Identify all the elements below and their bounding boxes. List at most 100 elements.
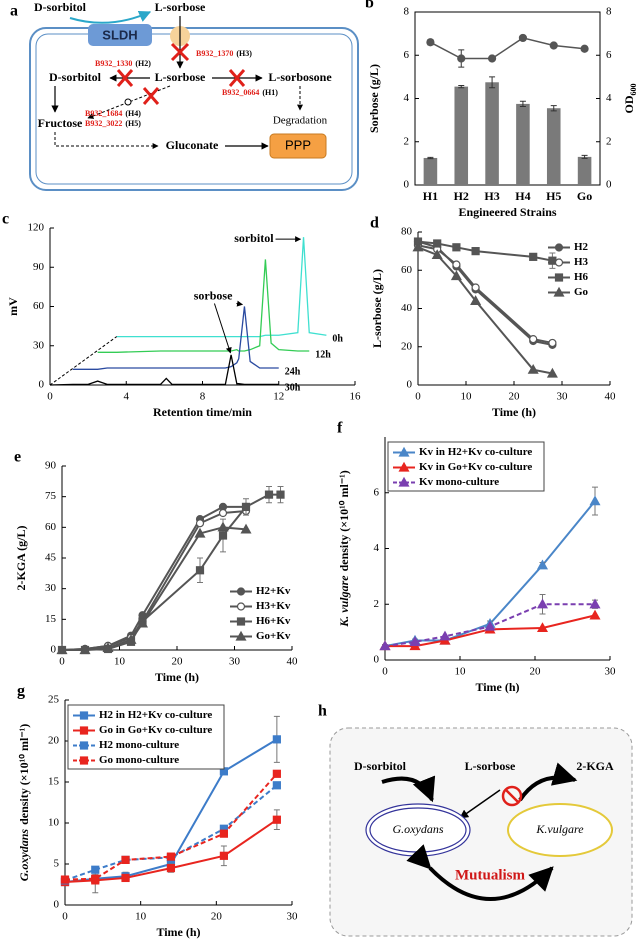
marker [484,620,496,631]
error-bar [581,154,588,159]
marker [194,527,206,538]
marker [195,519,205,528]
bar [546,108,561,185]
x-tick-label: 20 [509,391,521,403]
marker [457,54,466,63]
marker [471,247,480,256]
y-axis-label-text: density (×10¹⁰ ml⁻¹) [337,470,351,571]
x-tick-label: 40 [287,656,299,668]
error-bar [427,156,434,160]
gene-label: B932_3022 (H5) [85,119,141,128]
x-tick-label: 0 [415,391,421,403]
error-bar [519,100,526,108]
gene-label: B932_1330 (H2) [95,59,151,68]
panel-letter: b [365,0,374,12]
series-label: 24h [285,366,301,377]
y-tick-label: 5 [54,858,60,870]
legend-label: H6 [574,271,589,283]
marker [529,335,538,344]
marker [487,54,497,63]
panel-letter: e [14,449,21,466]
node: L-sorbose [465,759,516,773]
legend-label: Go+Kv [256,630,291,642]
line [417,246,553,375]
arrow [406,844,554,901]
ppp-box [269,133,327,159]
axes-frame [414,11,601,186]
marker [264,490,274,499]
line [64,773,278,881]
gene: B932_1330 [95,59,132,68]
y-tick-label: 4 [404,92,410,104]
x-tick-label: 0 [382,666,388,678]
x-tick-label: 12 [273,391,284,403]
legend-marker [554,258,564,267]
y2-tick-label: 6 [606,49,612,61]
organism-label: G.oxydans [393,822,444,836]
y-tick-label: 30 [33,339,45,351]
y-axis-label: L-sorbose (g/L) [370,269,384,348]
marker [452,260,461,269]
organism-label: K.vulgare [535,822,584,836]
legend-marker [79,711,89,720]
marker [102,642,114,653]
x-tick-label: H5 [546,189,561,203]
y-tick-label: 4 [374,542,380,554]
marker [241,502,251,511]
gene: B932_1370 [196,49,233,58]
legend-label: H2+Kv [256,585,291,597]
x-tick-label: 40 [605,391,617,403]
legend-label: H2 [574,241,589,253]
y-axis-label-text: 2-KGA (g/L) [14,525,28,590]
knockout [142,87,160,105]
gene: B932_0664 [222,88,259,97]
legend-marker [554,273,564,282]
y-tick-label: 60 [45,521,57,533]
gene-label: B932_0664 (H1) [222,88,278,97]
legend-label: Kv in H2+Kv co-culture [419,446,532,458]
annotation: sorbose [194,288,233,302]
line [72,306,279,370]
line [49,354,279,386]
marker [426,38,435,47]
marker [548,338,557,348]
annotation-arrow [236,300,244,307]
strain: (H5) [125,119,141,128]
y2-axis-label: OD600 [622,84,638,114]
marker [60,875,70,884]
y-axis-label: mV [6,297,20,316]
line [62,526,247,651]
marker [218,508,228,518]
marker [536,598,549,609]
marker [195,566,205,575]
y-tick-label: 0 [51,644,57,656]
x-tick-label: 20 [172,656,184,668]
panel-letter: f [337,420,343,437]
legend-marker [79,741,89,750]
node: L-sorbose [155,0,206,14]
y-tick-label: 45 [45,552,57,564]
arrow [518,762,578,802]
panel-letter: a [10,3,18,20]
legend-marker [236,617,246,626]
y2-tick-label: 2 [606,135,612,147]
y-axis-label-text: Sorbose (g/L) [367,64,381,133]
node: L-sorbose [155,70,206,84]
marker [409,636,421,646]
y-tick-label: 60 [33,300,45,312]
annotation: sorbitol [234,231,274,245]
legend-label: H2 in H2+Kv co-culture [99,709,212,721]
panel-h: h D-sorbitol L-sorbose 2-KGA G.oxydans K… [318,703,633,937]
legend-label: Kv in Go+Kv co-culture [419,461,532,473]
y-tick-label: 6 [404,49,410,61]
legend-marker [554,243,564,252]
x-axis-label: Time (h) [475,680,519,694]
node: 2-KGA [576,759,614,773]
enzyme-box [88,24,152,46]
x-tick-label: 4 [124,391,130,403]
arrow [54,132,159,149]
marker [121,873,130,883]
marker [56,644,68,655]
marker [433,239,442,248]
